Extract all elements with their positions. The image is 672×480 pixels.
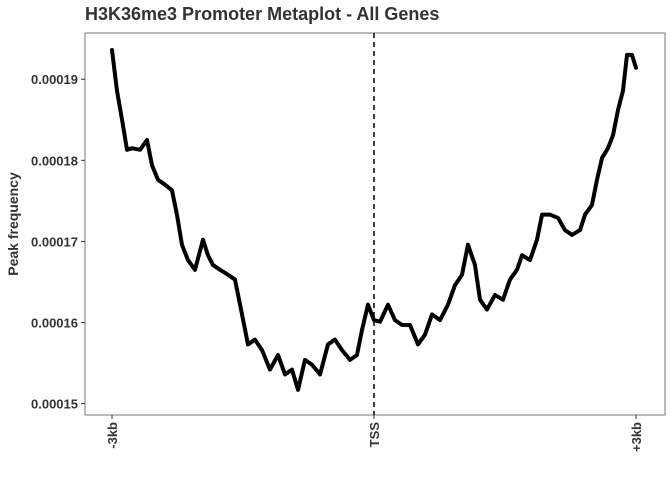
y-tick-label: 0.00015: [31, 397, 78, 412]
x-tick-label: -3kb: [105, 422, 120, 449]
y-tick-label: 0.00017: [31, 234, 78, 249]
data-line: [109, 48, 638, 392]
y-tick-label: 0.00016: [31, 316, 78, 331]
y-tick-label: 0.00018: [31, 153, 78, 168]
chart-title: H3K36me3 Promoter Metaplot - All Genes: [85, 4, 439, 24]
y-axis-label: Peak frequency: [5, 172, 21, 276]
y-tick-label: 0.00019: [31, 72, 78, 87]
x-tick-label: +3kb: [629, 422, 644, 452]
x-tick-label: TSS: [367, 422, 382, 448]
panel-border: [84, 32, 666, 416]
